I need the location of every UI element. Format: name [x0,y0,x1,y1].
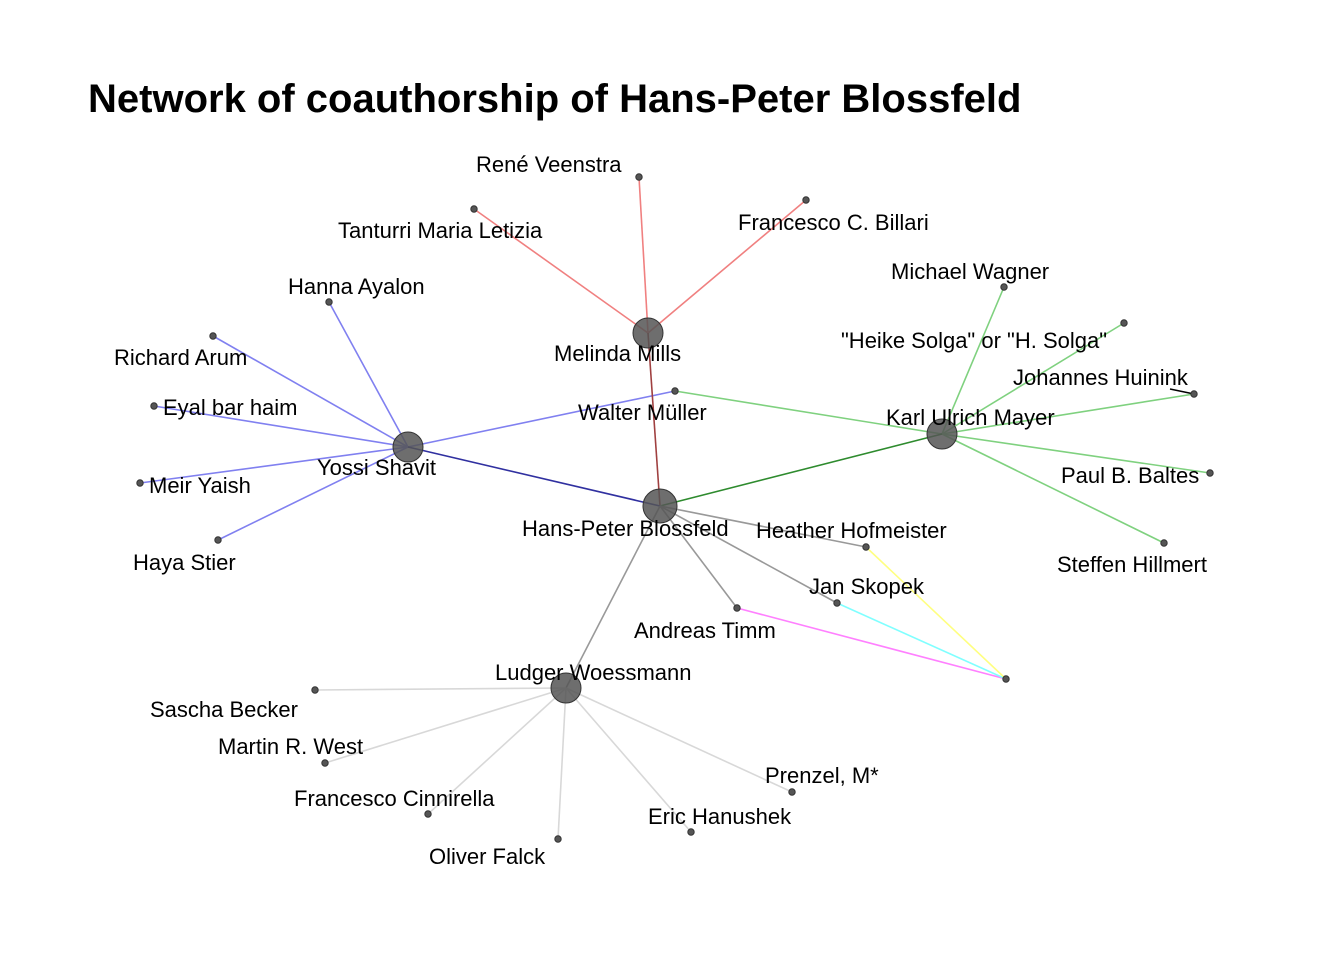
node-label-hanushek: Eric Hanushek [648,804,792,829]
node-billari [802,196,810,204]
node-west [321,759,329,767]
node-label-skopek: Jan Skopek [809,574,925,599]
edge-ludger-hanushek [565,687,692,833]
node-ayalon [325,298,333,306]
node-label-tanturri: Tanturri Maria Letizia [338,218,543,243]
edge-blossfeld-ludger [565,505,661,689]
node-label-wagner: Michael Wagner [891,259,1049,284]
node-wagner [1000,283,1008,291]
edge-ludger-cinnirella [427,687,567,815]
node-baltes [1206,469,1214,477]
node-hillmert [1160,539,1168,547]
node-label-prenzel: Prenzel, M* [765,763,879,788]
labels-layer: Hans-Peter Blossfeld Melinda Mills Karl Ul… [114,152,1207,869]
node-label-ludger: Ludger Woessmann [495,660,692,685]
node-becker [311,686,319,694]
edge-karl-baltes [941,433,1211,474]
edge-yossi-muller [407,390,676,448]
node-label-west: Martin R. West [218,734,363,759]
node-label-cinnirella: Francesco Cinnirella [294,786,495,811]
node-blossfeld [642,488,678,524]
node-label-solga: "Heike Solga" or "H. Solga" [841,328,1107,353]
edge-blossfeld-hofmeister [659,505,867,548]
node-ludger [550,672,582,704]
node-eyal [150,402,158,410]
edge-yossi-arum [212,335,409,448]
edge-huinink-huinink [1169,388,1195,395]
node-melinda [632,317,664,349]
node-hofmeister [862,543,870,551]
edge-timm-unnamed [736,607,1007,680]
node-timm [733,604,741,612]
node-label-arum: Richard Arum [114,345,247,370]
edge-yossi-eyal [153,405,409,448]
edge-yossi-ayalon [328,301,409,448]
node-label-falck: Oliver Falck [429,844,546,869]
node-label-becker: Sascha Becker [150,697,298,722]
node-stier [214,536,222,544]
edge-melinda-tanturri [473,208,649,334]
node-tanturri [470,205,478,213]
node-huinink [1190,390,1198,398]
node-hanushek [687,828,695,836]
node-label-rene: René Veenstra [476,152,622,177]
edge-yossi-stier [217,446,409,541]
node-label-timm: Andreas Timm [634,618,776,643]
edge-melinda-rene [638,176,649,334]
edge-karl-solga [941,322,1125,435]
node-label-hillmert: Steffen Hillmert [1057,552,1207,577]
node-label-karl: Karl Ulrich Mayer [886,405,1055,430]
edge-karl-huinink [941,393,1195,435]
node-label-stier: Haya Stier [133,550,236,575]
node-falck [554,835,562,843]
edges-layer [139,176,1211,840]
edge-blossfeld-melinda [647,332,661,507]
node-cinnirella [424,810,432,818]
node-arum [209,332,217,340]
edge-karl-hillmert [941,433,1165,544]
node-yaish [136,479,144,487]
node-label-yaish: Meir Yaish [149,473,251,498]
edge-ludger-prenzel [565,687,793,793]
nodes-layer [136,173,1214,843]
node-label-hofmeister: Heather Hofmeister [756,518,947,543]
node-label-billari: Francesco C. Billari [738,210,929,235]
edge-blossfeld-timm [659,505,738,609]
node-unnamed [1002,675,1010,683]
node-label-huinink: Johannes Huinink [1013,365,1189,390]
node-label-muller: Walter Müller [578,400,707,425]
node-label-ayalon: Hanna Ayalon [288,274,425,299]
edge-blossfeld-yossi [407,446,661,507]
edge-karl-wagner [941,286,1005,435]
node-prenzel [788,788,796,796]
edge-yossi-yaish [139,446,409,484]
node-label-blossfeld: Hans-Peter Blossfeld [522,516,729,541]
edge-skopek-unnamed [836,602,1007,680]
node-solga [1120,319,1128,327]
chart-title: Network of coauthorship of Hans-Peter Bl… [88,77,1021,121]
node-karl [926,418,958,450]
edge-ludger-west [324,687,567,764]
node-label-melinda: Melinda Mills [554,341,681,366]
node-yossi [392,431,424,463]
edge-melinda-billari [647,199,807,334]
edge-ludger-falck [557,687,567,840]
edge-blossfeld-skopek [659,505,838,604]
node-label-yossi: Yossi Shavit [317,455,436,480]
edge-ludger-becker [314,687,567,691]
edge-blossfeld-karl [659,433,943,507]
node-rene [635,173,643,181]
node-skopek [833,599,841,607]
node-label-baltes: Paul B. Baltes [1061,463,1199,488]
node-muller [671,387,679,395]
node-label-eyal: Eyal bar haim [163,395,298,420]
edge-hofmeister-unnamed [865,546,1007,680]
edge-karl-muller [674,390,943,435]
